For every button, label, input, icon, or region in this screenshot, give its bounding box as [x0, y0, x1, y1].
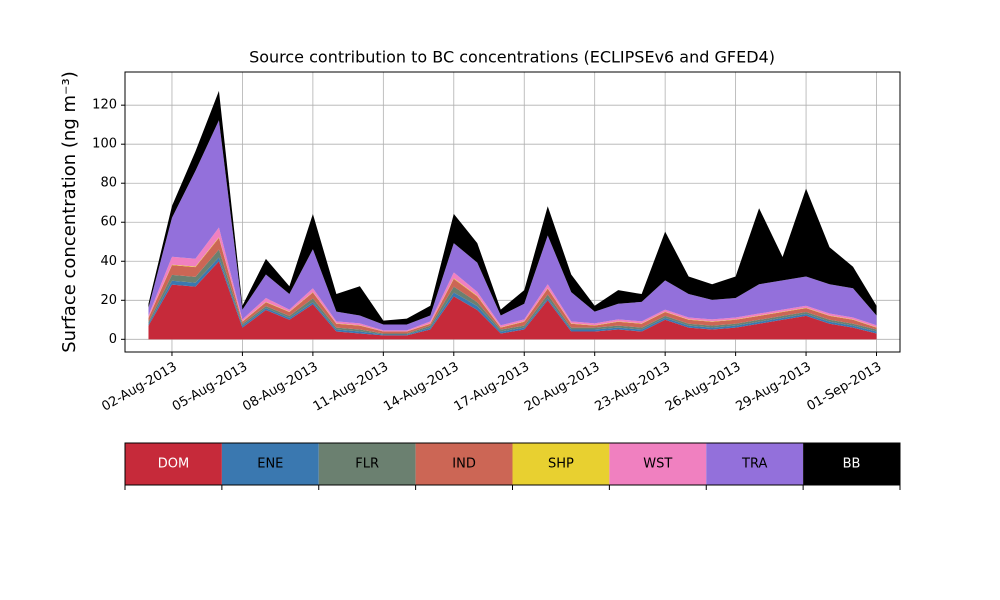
y-tick-label: 0: [109, 332, 117, 347]
legend-swatch: [125, 443, 222, 485]
legend-swatch: [318, 443, 416, 485]
legend-swatch: [706, 443, 804, 485]
legend-label: DOM: [158, 457, 189, 472]
legend-label: SHP: [548, 457, 574, 472]
legend-label: TRA: [741, 457, 767, 472]
legend-swatch: [803, 443, 900, 485]
area: [148, 227, 877, 332]
y-tick-label: 100: [92, 137, 117, 152]
plot-frame: [124, 71, 901, 353]
legend-label: ENE: [257, 457, 283, 472]
area: [148, 257, 877, 336]
y-tick-label: 60: [100, 215, 117, 230]
legend-swatch: [415, 443, 513, 485]
legend-label: WST: [643, 457, 672, 472]
area: [148, 120, 877, 331]
legend-swatch: [609, 443, 707, 485]
y-tick-label: 20: [100, 293, 117, 308]
legend-label: FLR: [355, 457, 379, 472]
legend-label: IND: [452, 457, 476, 472]
chart-title: Source contribution to BC concentrations…: [249, 48, 775, 67]
legend-swatch: [221, 443, 319, 485]
area: [148, 237, 877, 334]
area: [148, 90, 877, 325]
legend-swatch: [512, 443, 610, 485]
area: [148, 249, 877, 335]
y-axis-label: Surface concentration (ng m⁻³): [59, 71, 80, 353]
y-tick-label: 80: [100, 176, 117, 191]
y-tick-label: 40: [100, 254, 117, 269]
y-tick-label: 120: [92, 98, 117, 113]
legend-label: BB: [843, 457, 861, 472]
area: [148, 261, 877, 340]
